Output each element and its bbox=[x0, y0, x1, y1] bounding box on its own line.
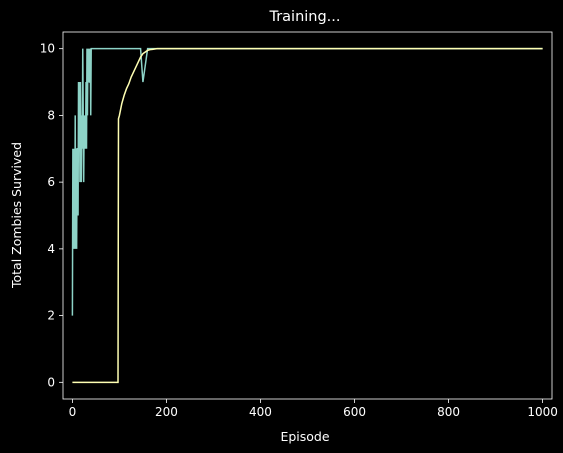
y-tick-label: 6 bbox=[47, 175, 55, 189]
x-tick-label: 0 bbox=[69, 405, 77, 419]
series-line-2 bbox=[72, 47, 543, 384]
x-tick-label: 1000 bbox=[527, 405, 558, 419]
series-line-1 bbox=[71, 47, 543, 316]
x-tick-label: 800 bbox=[437, 405, 460, 419]
chart-title: Training... bbox=[268, 9, 340, 25]
plot-area: 0 200 400 600 800 1000 0 2 4 6 8 10 bbox=[40, 31, 558, 419]
plot-frame bbox=[62, 31, 553, 400]
y-tick-label: 10 bbox=[40, 42, 55, 56]
x-tick-label: 200 bbox=[155, 405, 178, 419]
x-tick-label: 600 bbox=[343, 405, 366, 419]
x-axis-label: Episode bbox=[280, 429, 329, 444]
y-tick-label: 4 bbox=[47, 242, 55, 256]
x-tick-label: 400 bbox=[249, 405, 272, 419]
y-axis-label: Total Zombies Survived bbox=[9, 142, 24, 289]
y-tick-label: 0 bbox=[47, 375, 55, 389]
y-tick-label: 8 bbox=[47, 108, 55, 122]
y-tick-label: 2 bbox=[47, 309, 55, 323]
